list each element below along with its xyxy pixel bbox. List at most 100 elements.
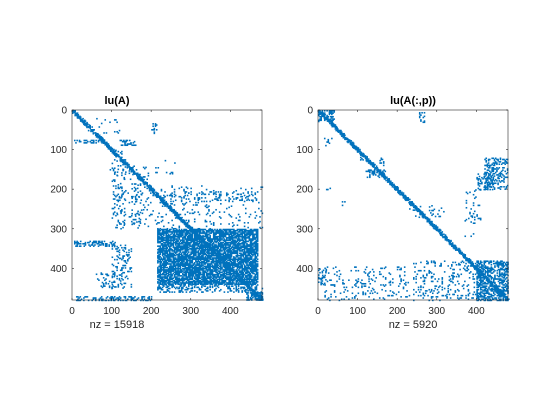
- nonzero-mark: [177, 245, 179, 247]
- nonzero-mark: [152, 210, 154, 212]
- nonzero-mark: [253, 252, 255, 255]
- nonzero-mark: [158, 282, 160, 284]
- nonzero-mark: [149, 201, 152, 204]
- nonzero-mark: [122, 287, 124, 289]
- nonzero-mark: [180, 253, 183, 256]
- nonzero-mark: [172, 228, 175, 231]
- nonzero-mark: [172, 284, 175, 286]
- nonzero-mark: [203, 272, 206, 275]
- nonzero-mark: [243, 245, 246, 247]
- nonzero-mark: [208, 231, 210, 233]
- nonzero-mark: [177, 262, 179, 264]
- nonzero-mark: [166, 232, 169, 234]
- nonzero-mark: [173, 204, 176, 206]
- nonzero-mark: [248, 231, 251, 233]
- nonzero-mark: [130, 250, 133, 253]
- nonzero-mark: [116, 255, 118, 257]
- nonzero-mark: [115, 149, 117, 152]
- nonzero-mark: [179, 257, 182, 259]
- nonzero-mark: [240, 247, 242, 250]
- nonzero-mark: [220, 237, 222, 239]
- nonzero-mark: [174, 266, 177, 269]
- nonzero-mark: [212, 259, 215, 262]
- nonzero-mark: [165, 241, 168, 244]
- nonzero-mark: [177, 271, 179, 274]
- nonzero-mark: [158, 237, 160, 239]
- nonzero-mark: [113, 275, 116, 278]
- nonzero-mark: [161, 259, 164, 262]
- nonzero-mark: [202, 270, 204, 272]
- nonzero-mark: [157, 287, 159, 290]
- nonzero-mark: [211, 254, 214, 257]
- nonzero-mark: [196, 246, 198, 249]
- nonzero-mark: [163, 229, 165, 232]
- nonzero-mark: [222, 253, 225, 256]
- nonzero-mark: [210, 238, 213, 240]
- nonzero-mark: [170, 263, 172, 265]
- nonzero-mark: [208, 210, 210, 212]
- nonzero-mark: [246, 195, 248, 198]
- nonzero-mark: [160, 235, 163, 238]
- nonzero-mark: [206, 248, 209, 251]
- x-axis-label: nz = 15918: [90, 319, 145, 331]
- nonzero-mark: [241, 273, 244, 276]
- nonzero-mark: [116, 171, 119, 173]
- nonzero-mark: [228, 237, 230, 239]
- nonzero-mark: [214, 257, 216, 259]
- nonzero-mark: [237, 291, 240, 293]
- nonzero-mark: [98, 299, 101, 302]
- nonzero-mark: [165, 245, 168, 247]
- nonzero-mark: [254, 286, 257, 289]
- nonzero-mark: [116, 130, 118, 133]
- nonzero-mark: [217, 266, 220, 269]
- nonzero-mark: [244, 233, 247, 236]
- nonzero-mark: [240, 233, 242, 236]
- nonzero-mark: [225, 246, 228, 249]
- nonzero-mark: [229, 264, 232, 266]
- nonzero-mark: [151, 213, 153, 216]
- nonzero-mark: [218, 267, 221, 270]
- nonzero-mark: [111, 270, 114, 273]
- nonzero-mark: [193, 279, 196, 282]
- nonzero-mark: [134, 213, 137, 216]
- nonzero-mark: [205, 257, 208, 259]
- nonzero-mark: [186, 262, 189, 264]
- nonzero-mark: [221, 257, 223, 259]
- nonzero-mark: [223, 281, 226, 283]
- nonzero-mark: [254, 193, 257, 196]
- nonzero-mark: [203, 271, 206, 274]
- nonzero-mark: [163, 231, 165, 233]
- nonzero-mark: [178, 291, 181, 293]
- nonzero-mark: [183, 251, 185, 253]
- nonzero-mark: [159, 250, 162, 252]
- nonzero-mark: [189, 277, 191, 280]
- nonzero-mark: [170, 284, 172, 286]
- nonzero-mark: [163, 284, 165, 286]
- nonzero-mark: [239, 262, 241, 264]
- nonzero-mark: [212, 282, 215, 284]
- nonzero-mark: [243, 234, 246, 237]
- nonzero-mark: [255, 296, 258, 298]
- nonzero-mark: [172, 243, 175, 245]
- nonzero-mark: [123, 222, 126, 224]
- nonzero-mark: [218, 234, 221, 237]
- nonzero-mark: [223, 264, 226, 266]
- nonzero-mark: [166, 258, 169, 261]
- nonzero-mark: [231, 276, 234, 278]
- nonzero-mark: [168, 284, 171, 286]
- nonzero-mark: [205, 281, 208, 283]
- nonzero-mark: [246, 237, 248, 239]
- nonzero-mark: [184, 252, 187, 255]
- nonzero-mark: [256, 237, 259, 239]
- nonzero-mark: [193, 285, 196, 287]
- nonzero-mark: [234, 277, 236, 280]
- nonzero-mark: [165, 244, 168, 246]
- nonzero-mark: [173, 241, 176, 244]
- nonzero-mark: [237, 237, 240, 239]
- nonzero-mark: [122, 220, 124, 223]
- nonzero-mark: [205, 272, 208, 275]
- nonzero-mark: [163, 266, 165, 269]
- nonzero-mark: [242, 231, 245, 233]
- nonzero-mark: [247, 285, 249, 287]
- nonzero-mark: [130, 270, 133, 273]
